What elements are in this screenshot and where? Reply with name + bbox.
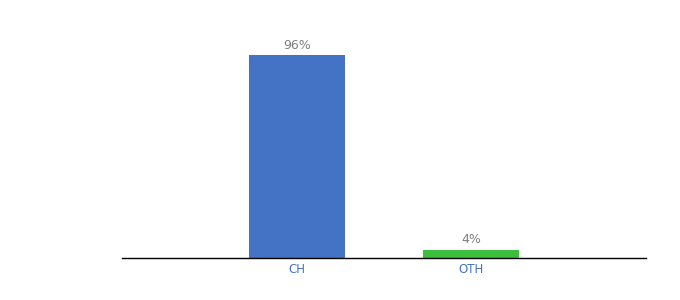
Text: 4%: 4% xyxy=(462,233,481,246)
Text: 96%: 96% xyxy=(283,39,311,52)
Bar xyxy=(424,250,520,258)
Bar xyxy=(249,55,345,258)
